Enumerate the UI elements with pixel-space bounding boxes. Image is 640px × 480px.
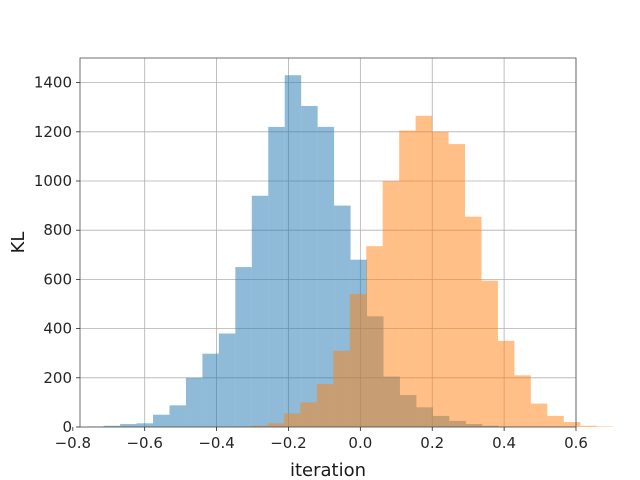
y-tick-label: 400 [43, 320, 72, 338]
x-tick-label: −0.6 [126, 434, 162, 452]
histogram-bar-series-2 [349, 294, 367, 427]
x-tick-label: −0.8 [55, 434, 91, 452]
histogram-bar-series-2 [251, 425, 268, 427]
histogram-bar-series-1 [251, 195, 269, 427]
histogram-bar-series-2 [465, 216, 482, 427]
histogram-bar-series-1 [103, 425, 121, 427]
histogram-bar-series-1 [301, 105, 318, 427]
histogram-bar-series-2 [547, 415, 564, 427]
histogram-bar-series-2 [415, 115, 433, 427]
y-tick-label: 1400 [34, 74, 72, 92]
histogram-bar-series-2 [514, 375, 531, 427]
histogram-bar-series-2 [399, 130, 416, 427]
histogram-bar-series-1 [317, 126, 335, 427]
y-tick-label: 0 [62, 418, 72, 436]
y-tick-label: 800 [43, 221, 72, 239]
plot-frame [79, 57, 577, 428]
x-tick-label: −0.2 [270, 434, 306, 452]
histogram-bar-series-1 [185, 377, 203, 427]
histogram-bar-series-1 [202, 353, 219, 427]
histogram-bar-series-2 [333, 350, 350, 427]
histogram-bar-series-2 [481, 280, 498, 427]
x-tick-label: 0.6 [564, 434, 588, 452]
histogram-bar-series-1 [120, 424, 137, 427]
histogram-bar-series-2 [530, 403, 548, 427]
axis-ticks: −0.8 −0.6 −0.4 −0.2 0.0 0.2 0.4 0.6 0 200 400 600 80… [34, 74, 588, 452]
histogram-bar-series-2 [563, 422, 581, 427]
histogram-bar-series-1 [235, 267, 252, 427]
x-tick-label: 0.4 [492, 434, 516, 452]
histogram-bar-series-2 [267, 423, 284, 427]
histogram-bar-series-2 [283, 413, 301, 427]
y-tick-label: 1000 [34, 172, 72, 190]
histogram-bar-series-2 [316, 383, 334, 427]
histogram-bar-series-1 [169, 405, 186, 427]
histogram-bar-series-1 [153, 414, 170, 427]
histogram-bar-series-2 [382, 181, 400, 427]
histogram-bar-series-1 [284, 75, 302, 427]
histogram-bars [87, 75, 614, 428]
y-tick-label: 1200 [34, 123, 72, 141]
histogram-bar-series-1 [218, 333, 236, 427]
histogram-bar-series-2 [497, 340, 515, 427]
histogram-bar-series-1 [136, 423, 154, 427]
histogram-bar-series-2 [448, 144, 466, 427]
y-axis-label: KL [8, 232, 29, 254]
x-tick-label: 0.0 [348, 434, 372, 452]
histogram-bar-series-1 [268, 126, 285, 427]
histogram-bar-series-2 [580, 425, 597, 427]
x-axis-label: iteration [290, 460, 366, 480]
x-tick-label: −0.4 [198, 434, 234, 452]
histogram-bar-series-2 [366, 246, 383, 427]
histogram-bar-series-2 [300, 402, 317, 427]
y-tick-label: 200 [43, 369, 72, 387]
y-tick-label: 600 [43, 270, 72, 288]
histogram-bar-series-2 [432, 131, 449, 428]
x-tick-label: 0.2 [420, 434, 444, 452]
